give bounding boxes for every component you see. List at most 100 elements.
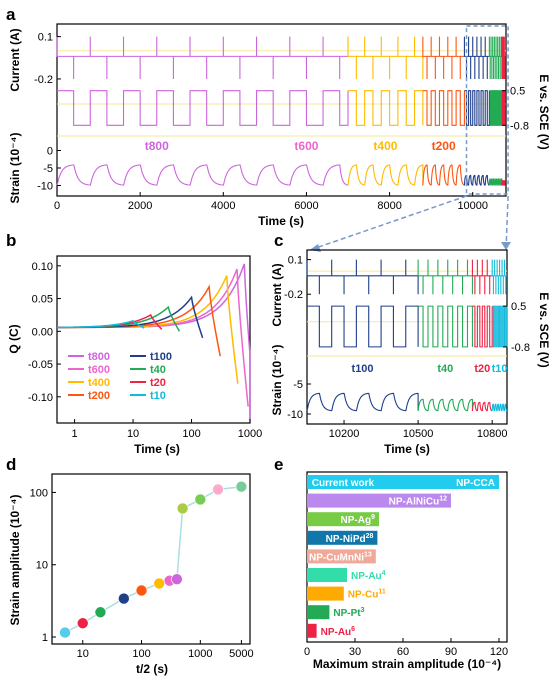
strain-amplitude-point [76,617,89,630]
strain-amplitude-point [235,480,248,493]
segment-label-t400: t400 [373,139,397,153]
legend-label-t400: t400 [88,377,110,389]
strain-amplitude-point [212,483,224,496]
x-tick-label: 0 [304,646,310,658]
potential-series-t20 [501,90,506,126]
legend-label-t200: t200 [88,390,110,402]
potential-series-t10 [492,305,508,348]
x-tick-label: 10500 [403,428,434,440]
strain-series-t20 [501,179,506,186]
bar-ref: 3 [361,607,365,614]
potential-series-t800 [57,90,349,126]
current-series-t40 [417,259,473,295]
bar-label: NP-CuMnNi13 [309,551,372,563]
x-tick-label: 8000 [377,200,401,212]
panel-e-plot-area: NP-CCA NP-AlNiCu12 NP-Ag9 NP-NiPd28 NP-CuMnN… [307,475,499,638]
strain-amplitude-point [59,626,71,639]
bar-label: NP-Cu11 [348,589,386,601]
legend-label-t20: t20 [150,377,166,389]
panel-a-potential-ylabel: E vs. SCE (V) [537,74,550,149]
panel-label-e: e [274,455,283,474]
potential-tick-label: -0.8 [510,120,529,132]
strain-series-t40 [488,178,503,186]
segment-label-t100: t100 [352,363,374,375]
panel-c-strain-ylabel: Strain (10⁻⁴) [270,345,284,416]
bar-ref: 9 [371,514,375,521]
panel-a-plot-area: t800 t400 t200 t600 [56,25,509,195]
strain-tick-label: -5 [43,163,53,175]
x-tick-label: 2000 [128,200,152,212]
potential-series-t100 [464,90,490,126]
strain-series-t400 [347,164,424,186]
panel-c-xlabel: Time (s) [384,442,430,456]
potential-tick-label: 0.5 [510,86,525,98]
x-tick-label: 10 [77,648,89,660]
y-tick-label: 100 [30,487,48,499]
zoom-arrow-left [310,244,321,252]
x-tick-label: 120 [490,646,508,658]
current-series-t100 [463,36,490,79]
bar-np-cca [307,475,499,489]
potential-series-t40 [418,305,473,348]
panel-e-chart: Maximum strain amplitude (10⁻⁴) NP-CCANP… [304,471,508,671]
y-tick-label: 0.05 [32,294,53,306]
panel-label-c: c [274,231,283,250]
strain-amplitude-point [153,577,166,590]
segment-label-t10: t10 [492,363,508,375]
current-series-t400 [347,36,424,79]
segment-label-t40: t40 [437,363,453,375]
charge-series-t400 [57,275,239,384]
segment-label-t800: t800 [145,139,169,153]
panel-a-xlabel: Time (s) [258,214,304,228]
strain-series-t10 [491,403,508,412]
potential-series-t100 [307,305,419,348]
panel-a-strain-ylabel: Strain (10⁻⁴) [8,133,22,204]
panel-c-potential-ylabel: E vs. SCE (V) [537,292,550,367]
current-series-t200 [422,36,465,79]
potential-series-t400 [348,90,424,126]
bar-ref: 11 [378,589,386,596]
current-tick-label: 0.1 [38,32,53,44]
x-tick-label: 5000 [229,648,253,660]
panel-d-frame [51,473,251,645]
bar-ref: 28 [366,533,374,540]
potential-tick-label: -0.8 [511,342,530,354]
bar-np-cumnni [307,549,376,564]
x-tick-label: 1000 [188,648,212,660]
strain-amplitude-point [194,493,207,506]
strain-series-t800 [56,164,349,186]
panel-a-chart: Current (A) E vs. SCE (V) Strain (10⁻⁴) … [8,23,550,228]
zoom-connector-left [309,195,467,251]
current-series-t10 [491,259,507,295]
zoom-connector-right [505,195,509,251]
y-tick-label: 10 [36,560,48,572]
zoom-arrow-right [501,242,511,250]
panel-b-ylabel: Q (C) [7,324,21,353]
x-tick-label: 60 [397,646,409,658]
potential-series-t200 [422,90,465,126]
x-tick-label: 4000 [211,200,235,212]
x-tick-label: 90 [445,646,457,658]
strain-tick-label: -5 [293,379,303,391]
panel-e-ticks: 0 30 60 90 120 [304,638,508,658]
bar-label: NP-AlNiCu12 [389,496,447,508]
current-series-t40 [488,36,503,79]
current-work-label: Current work [312,478,375,489]
bar-label: NP-Au6 [321,626,356,638]
x-tick-label: 10 [127,428,139,440]
bar-np-alnicu [307,493,451,508]
panel-label-b: b [6,231,16,250]
current-tick-label: -0.2 [284,289,303,301]
y-tick-label: 0.10 [32,261,53,273]
panel-b-plot-area [56,263,251,420]
charge-series-t100 [57,295,204,339]
panel-d-ylabel: Strain amplitude (10⁻⁴) [8,495,22,626]
current-series-t800 [56,36,349,79]
segment-label-t600: t600 [294,139,318,153]
strain-amplitude-point [135,584,148,597]
x-tick-label: 10200 [329,428,360,440]
segment-label-t200: t200 [432,139,456,153]
strain-tick-label: -10 [287,409,303,421]
strain-tick-label: -10 [37,181,53,193]
strain-amplitude-point [171,573,183,586]
